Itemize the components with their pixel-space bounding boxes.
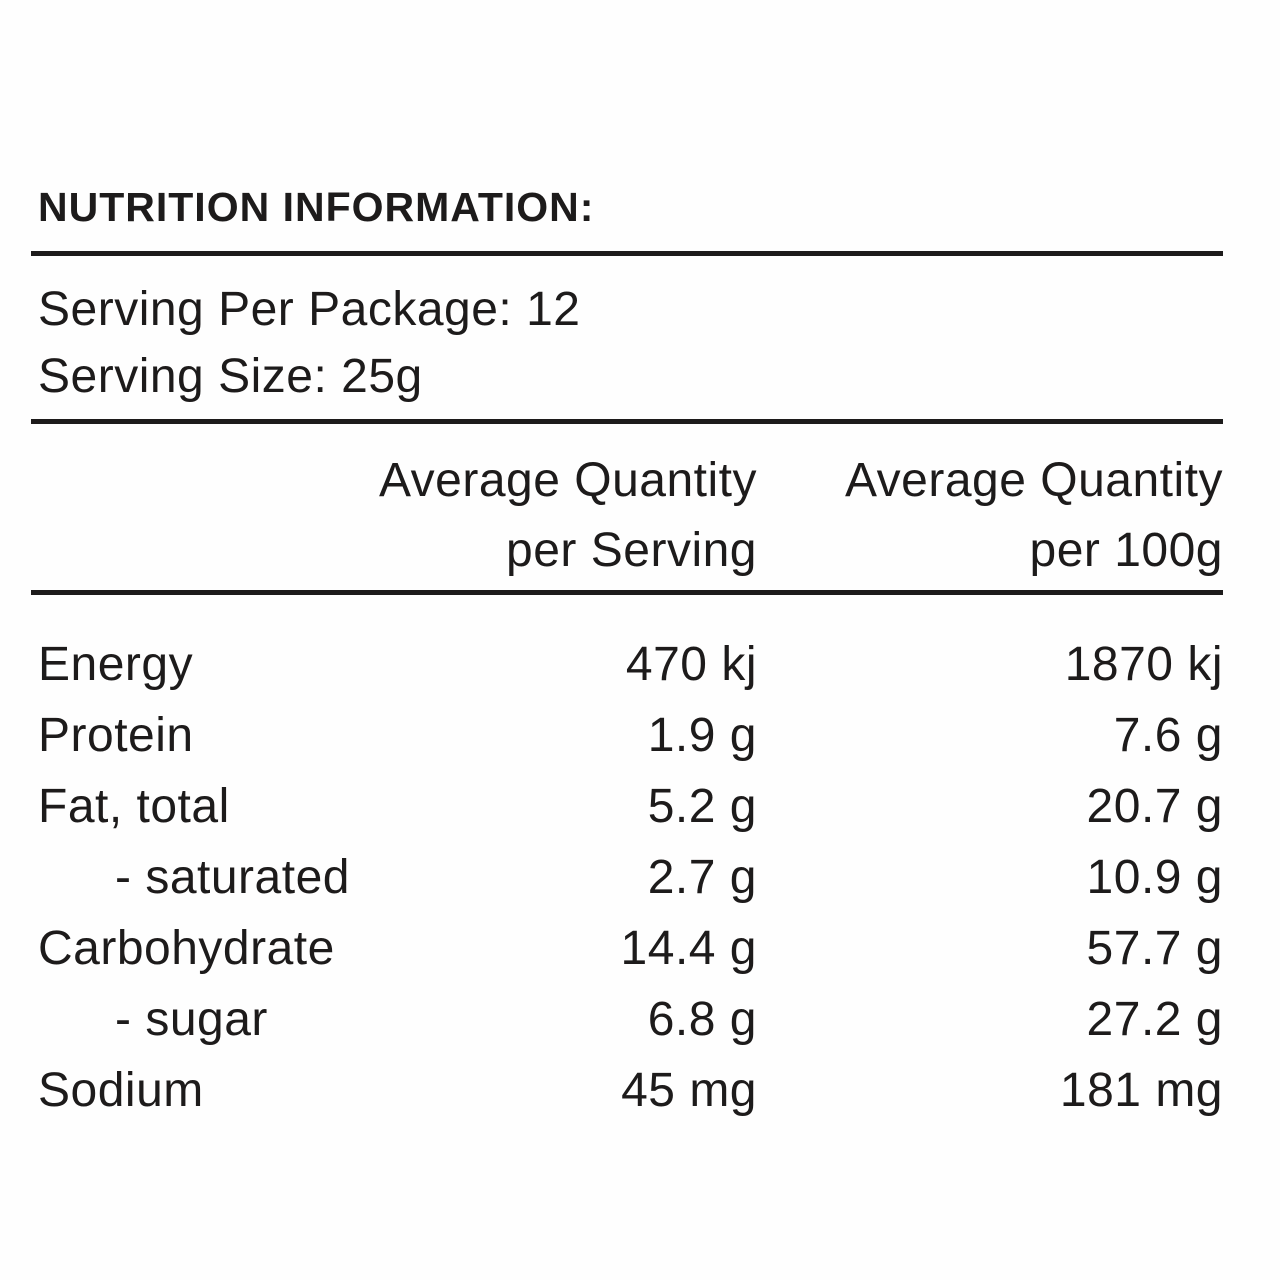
column-header-per-100g: Average Quantity per 100g: [757, 446, 1223, 586]
table-row-fat-total: Fat, total 5.2 g 20.7 g: [38, 779, 1223, 850]
table-row-saturated-fat: - saturated 2.7 g 10.9 g: [38, 850, 1223, 921]
value-per-100g: 20.7 g: [1086, 780, 1223, 833]
table-row-sugar: - sugar 6.8 g 27.2 g: [38, 992, 1223, 1063]
divider-under-title: [31, 251, 1223, 256]
value-per-serving: 470 kj: [625, 638, 757, 691]
column-header-per-100g-line1: Average Quantity: [844, 454, 1223, 507]
column-header-per-serving-line2: per Serving: [506, 524, 757, 577]
value-per-serving: 45 mg: [621, 1064, 757, 1117]
value-per-serving: 2.7 g: [647, 851, 757, 904]
column-headers: Average Quantity per Serving Average Qua…: [38, 446, 1223, 586]
value-per-serving: 1.9 g: [647, 709, 757, 762]
value-per-100g: 181 mg: [1059, 1064, 1223, 1117]
value-per-100g: 1870 kj: [1064, 638, 1223, 691]
value-per-serving: 14.4 g: [620, 922, 757, 975]
value-per-100g: 7.6 g: [1113, 709, 1223, 762]
table-row-carbohydrate: Carbohydrate 14.4 g 57.7 g: [38, 921, 1223, 992]
column-header-per-serving-line1: Average Quantity: [378, 454, 757, 507]
column-header-per-100g-line2: per 100g: [1029, 524, 1223, 577]
nutrient-label: Energy: [38, 638, 194, 691]
value-per-serving: 5.2 g: [647, 780, 757, 833]
serving-size: Serving Size: 25g: [38, 350, 423, 403]
nutrient-label: Protein: [38, 709, 194, 762]
divider-under-column-headers: [31, 590, 1223, 595]
serving-info: Serving Per Package: 12 Serving Size: 25…: [38, 276, 580, 410]
value-per-serving: 6.8 g: [647, 993, 757, 1046]
nutrient-label: Fat, total: [38, 780, 230, 833]
nutrient-sublabel: - saturated: [115, 851, 350, 904]
nutrient-sublabel: - sugar: [115, 993, 268, 1046]
table-row-protein: Protein 1.9 g 7.6 g: [38, 708, 1223, 779]
nutrition-title: NUTRITION INFORMATION:: [38, 184, 595, 230]
value-per-100g: 10.9 g: [1086, 851, 1223, 904]
value-per-100g: 57.7 g: [1086, 922, 1223, 975]
divider-under-serving-info: [31, 419, 1223, 424]
table-row-sodium: Sodium 45 mg 181 mg: [38, 1063, 1223, 1134]
nutrient-label: Sodium: [38, 1064, 204, 1117]
serving-per-package: Serving Per Package: 12: [38, 283, 581, 336]
nutrient-label: Carbohydrate: [38, 922, 335, 975]
column-header-per-serving: Average Quantity per Serving: [38, 446, 757, 586]
table-row-energy: Energy 470 kj 1870 kj: [38, 637, 1223, 708]
value-per-100g: 27.2 g: [1086, 993, 1223, 1046]
nutrient-table: Energy 470 kj 1870 kj Protein 1.9 g 7.6 …: [38, 637, 1223, 1134]
